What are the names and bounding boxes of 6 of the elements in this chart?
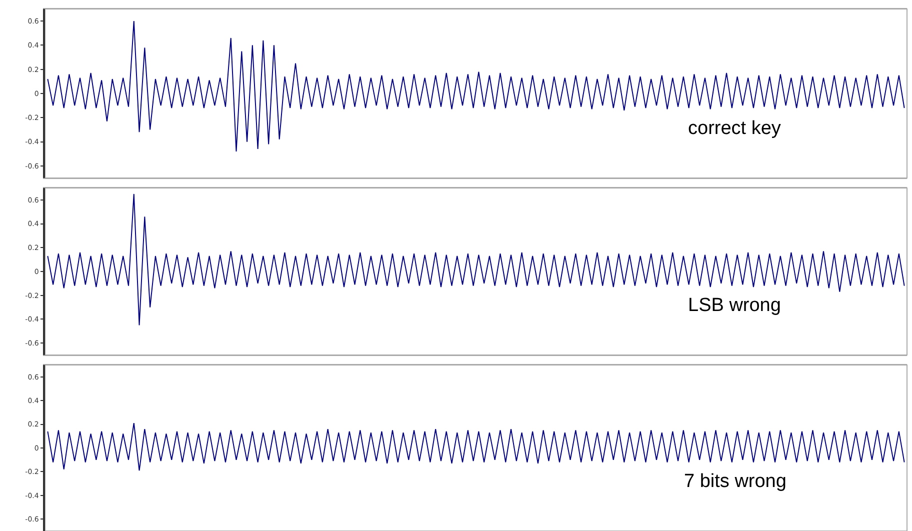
line-series <box>47 193 905 326</box>
line-series <box>47 20 905 152</box>
annotation: LSB wrong <box>688 295 781 316</box>
annotation: correct key <box>688 118 782 139</box>
line-series <box>47 422 905 472</box>
annotation: 7 bits wrong <box>684 471 786 492</box>
